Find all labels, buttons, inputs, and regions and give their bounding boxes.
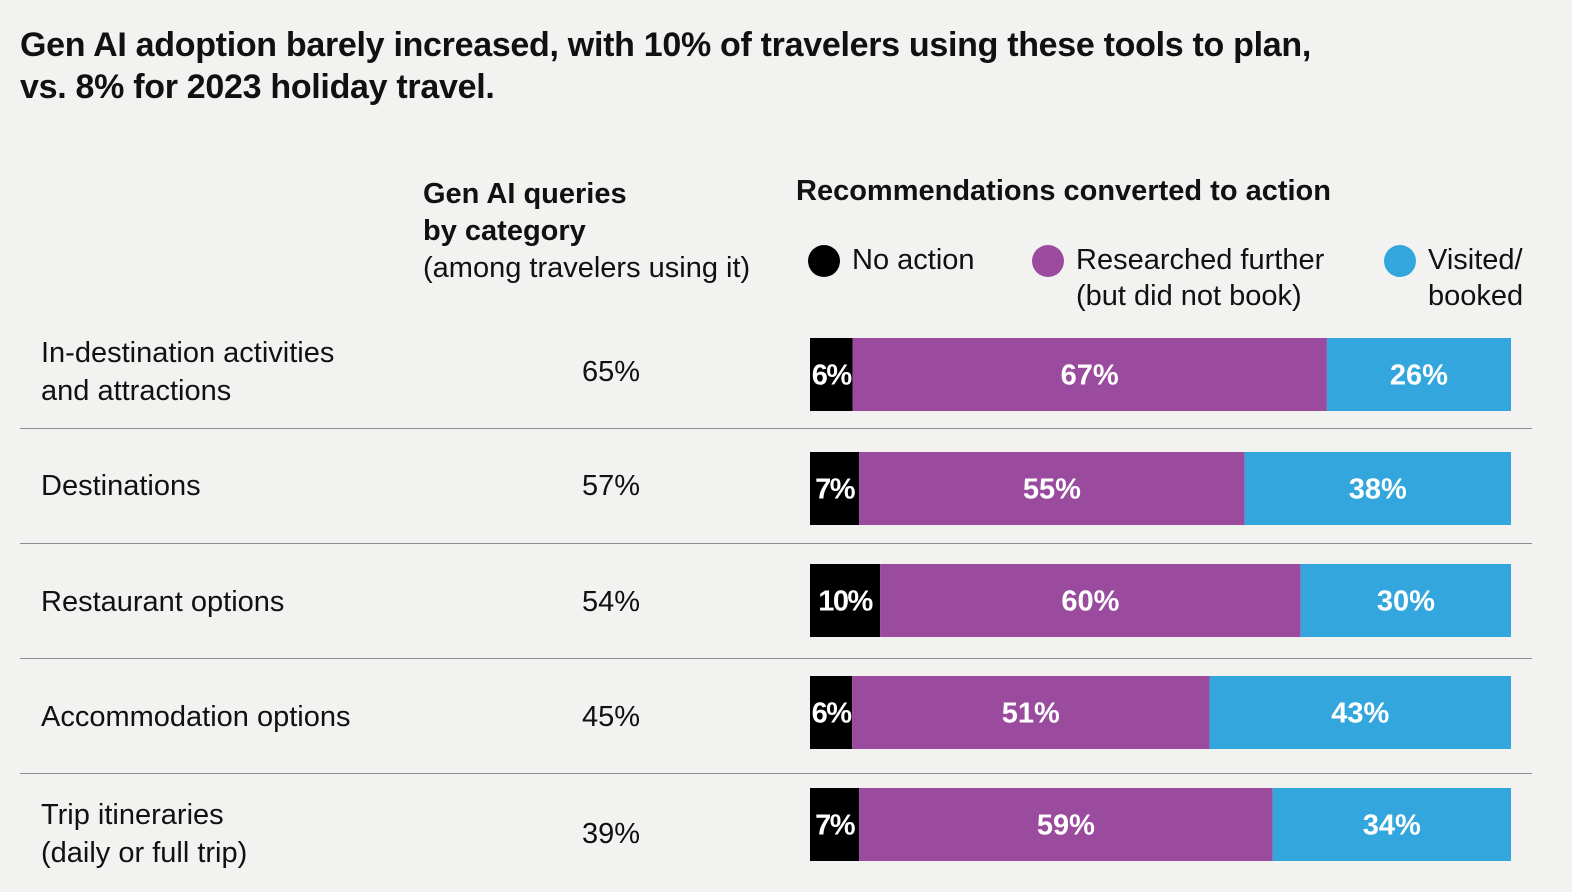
category-label: Trip itineraries (daily or full trip): [41, 796, 247, 872]
bar-segment-no-action: [810, 788, 860, 861]
queries-header-note: (among travelers using it): [423, 252, 751, 284]
query-share-value: 65%: [581, 356, 641, 388]
data-label-researched: 55%: [1023, 474, 1081, 506]
legend-label-visited-line-1: Visited/: [1428, 244, 1523, 276]
data-label-visited: 26%: [1390, 360, 1448, 392]
chart-title: Gen AI adoption barely increased, with 1…: [20, 24, 1550, 108]
data-label-no-action: 6%: [812, 360, 853, 392]
legend-label-researched-line-1: Researched further: [1076, 244, 1325, 276]
data-label-researched: 51%: [1002, 698, 1060, 730]
conversion-column-header: Recommendations converted to action: [796, 175, 1331, 207]
chart-title-line-1: Gen AI adoption barely increased, with 1…: [20, 26, 1311, 64]
query-share-value: 57%: [581, 470, 641, 502]
category-label: In-destination activities and attraction…: [41, 334, 334, 410]
category-label-line-2: and attractions: [41, 375, 232, 407]
queries-column-header: Gen AI queries by category (among travel…: [423, 176, 803, 287]
data-label-no-action: 6%: [812, 698, 853, 730]
legend-label-researched-line-2: (but did not book): [1076, 280, 1302, 312]
queries-header-line-1: Gen AI queries: [423, 178, 627, 210]
category-label: Accommodation options: [41, 698, 351, 736]
row-divider: [20, 658, 1532, 659]
row-divider: [20, 428, 1532, 429]
category-label-line-2: (daily or full trip): [41, 837, 248, 869]
legend-swatch-researched: [1032, 245, 1064, 277]
legend-swatch-no-action: [808, 245, 840, 277]
data-label-researched: 60%: [1061, 586, 1119, 618]
bar-segment-researched: [880, 564, 1301, 637]
category-label-line-1: Destinations: [41, 470, 201, 502]
data-label-visited: 34%: [1363, 810, 1421, 842]
data-label-no-action: 10%: [818, 586, 873, 618]
legend-label-no-action: No action: [852, 244, 975, 276]
bar-segment-no-action: [810, 338, 853, 411]
data-label-researched: 59%: [1037, 810, 1095, 842]
bar-segment-researched: [852, 676, 1210, 749]
query-share-value: 45%: [581, 701, 641, 733]
query-share-value: 39%: [581, 818, 641, 850]
row-divider: [20, 543, 1532, 544]
data-label-visited: 38%: [1349, 474, 1407, 506]
query-share-value: 54%: [581, 586, 641, 618]
category-label: Restaurant options: [41, 583, 284, 621]
bar-segment-visited: [1244, 452, 1511, 525]
bar-segment-no-action: [810, 564, 881, 637]
data-label-no-action: 7%: [815, 810, 856, 842]
category-label-line-1: In-destination activities: [41, 337, 335, 369]
row-divider: [20, 773, 1532, 774]
category-label-line-1: Trip itineraries: [41, 799, 224, 831]
bar-segment-researched: [859, 788, 1273, 861]
bar-segment-visited: [1272, 788, 1511, 861]
category-label-line-1: Accommodation options: [41, 701, 351, 733]
data-label-researched: 67%: [1061, 360, 1119, 392]
data-label-no-action: 7%: [815, 474, 856, 506]
chart-title-line-2: vs. 8% for 2023 holiday travel.: [20, 68, 495, 106]
data-label-visited: 30%: [1377, 586, 1435, 618]
category-label: Destinations: [41, 467, 201, 505]
bar-segment-researched: [852, 338, 1327, 411]
bar-segment-visited: [1326, 338, 1511, 411]
bar-segment-visited: [1300, 564, 1511, 637]
bar-segment-researched: [859, 452, 1245, 525]
data-label-visited: 43%: [1331, 698, 1389, 730]
bar-segment-visited: [1209, 676, 1511, 749]
legend-swatch-visited: [1384, 245, 1416, 277]
bar-segment-no-action: [810, 452, 860, 525]
legend-label-visited-line-2: booked: [1428, 280, 1524, 312]
queries-header-line-2: by category: [423, 215, 586, 247]
bar-segment-no-action: [810, 676, 853, 749]
category-label-line-1: Restaurant options: [41, 586, 285, 618]
